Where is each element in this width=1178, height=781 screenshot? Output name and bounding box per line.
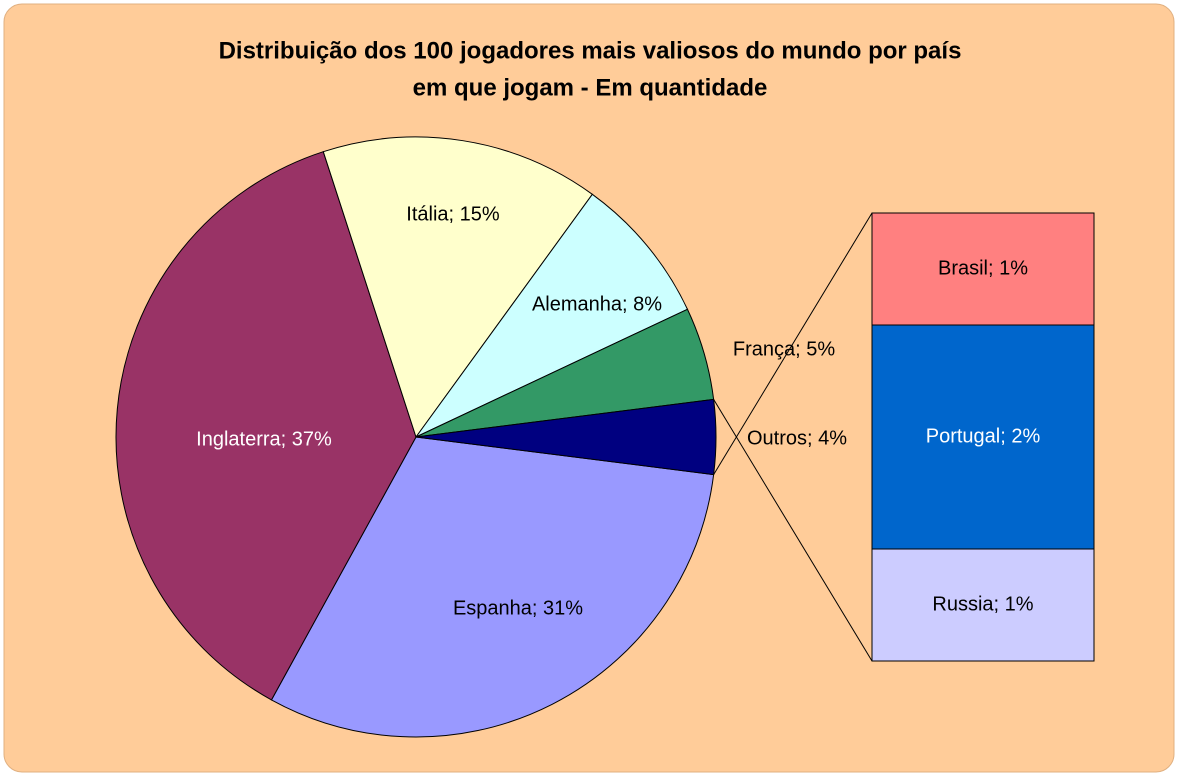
- connector-line: [713, 399, 873, 662]
- data-label: Itália; 15%: [406, 203, 500, 225]
- pie-slice: [270, 436, 715, 738]
- data-label: França; 5%: [733, 338, 835, 360]
- data-label: Russia; 1%: [932, 593, 1033, 615]
- data-label: Outros; 4%: [747, 427, 847, 449]
- chart-title: Distribuição dos 100 jogadores mais vali…: [219, 37, 962, 64]
- data-label: Brasil; 1%: [938, 257, 1028, 279]
- chart-title: em que jogam - Em quantidade: [413, 74, 768, 101]
- data-label: Portugal; 2%: [926, 425, 1041, 447]
- pie-slice: [415, 193, 689, 438]
- data-label: Espanha; 31%: [453, 597, 583, 619]
- data-label: Alemanha; 8%: [532, 293, 662, 315]
- bar-segment: [871, 548, 1095, 662]
- pie-slice: [115, 151, 417, 701]
- data-label: Inglaterra; 37%: [196, 428, 332, 450]
- connector-line: [713, 212, 873, 475]
- bar-segment: [871, 324, 1095, 550]
- pie-slice: [322, 136, 594, 439]
